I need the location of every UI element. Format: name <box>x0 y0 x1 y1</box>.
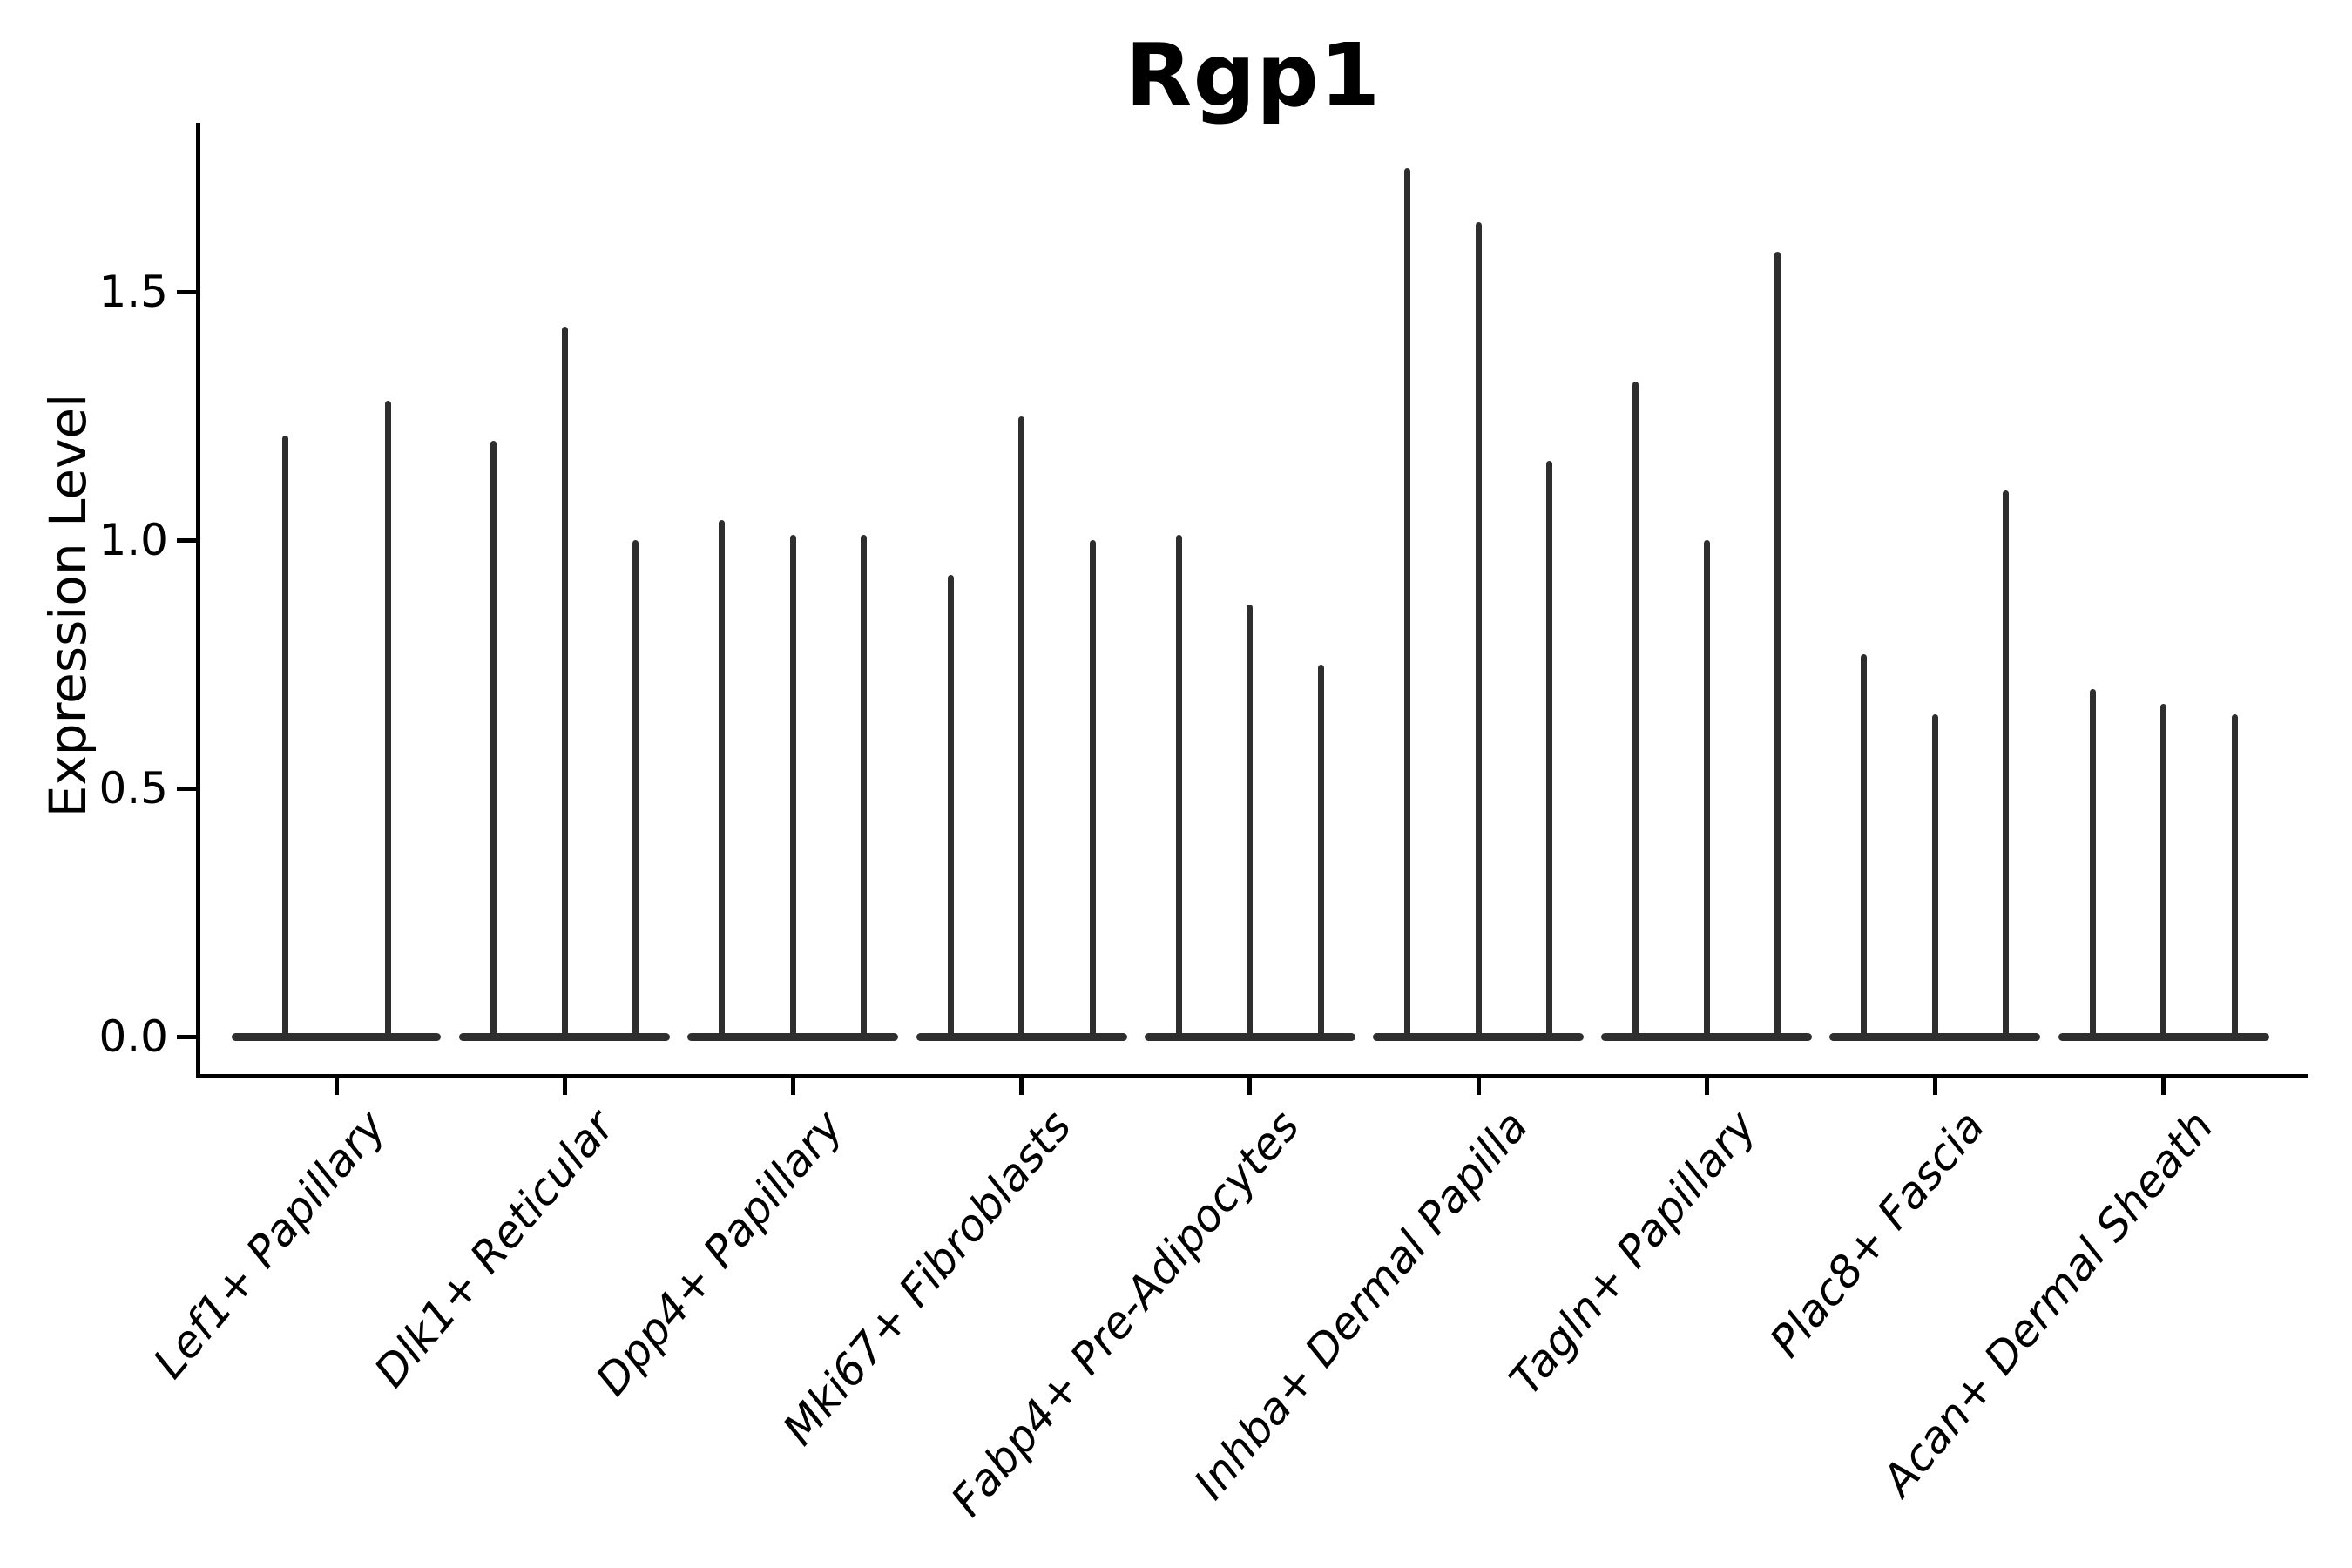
x-axis-tick <box>562 1074 567 1095</box>
y-axis-tick-label: 1.0 <box>98 515 168 565</box>
y-axis-tick-label: 0.5 <box>98 763 168 814</box>
violin-spike <box>1546 460 1552 1039</box>
violin-spike <box>1931 713 1938 1039</box>
violin-spike <box>1632 381 1639 1039</box>
violin-spike <box>1317 664 1324 1039</box>
violin-spike <box>1089 540 1096 1039</box>
y-axis-tick-label: 0.0 <box>98 1011 168 1062</box>
violin-spike <box>1861 654 1868 1039</box>
x-axis-tick <box>1019 1074 1024 1095</box>
violin-spike <box>632 540 639 1039</box>
violin-spike <box>2160 704 2167 1039</box>
violin-spike <box>1247 605 1254 1039</box>
y-axis-tick <box>177 289 198 294</box>
violin-baseline <box>232 1032 441 1041</box>
x-axis-tick <box>1247 1074 1253 1095</box>
violin-spike <box>861 535 868 1039</box>
violin-spike <box>947 574 954 1039</box>
violin-spike <box>490 441 497 1039</box>
violin-spike <box>2089 689 2096 1039</box>
x-axis-tick <box>1704 1074 1709 1095</box>
plot-title: Rgp1 <box>1125 24 1382 126</box>
violin-spike <box>789 535 796 1039</box>
violin-spike <box>2003 490 2010 1039</box>
violin-spike <box>384 401 391 1039</box>
violin-spike <box>2231 713 2238 1039</box>
x-axis-spine <box>196 1074 2308 1078</box>
x-axis-tick <box>334 1074 339 1095</box>
x-axis-tick-label: Acan+ Dermal Sheath <box>1402 1101 2222 1505</box>
violin-spike <box>1404 167 1410 1039</box>
x-axis-tick <box>2161 1074 2166 1095</box>
violin-spike <box>1018 416 1025 1039</box>
y-axis-tick-label: 1.5 <box>98 267 168 317</box>
violin-spike <box>281 436 288 1039</box>
violin-spike <box>1703 540 1710 1039</box>
y-axis-spine <box>196 123 200 1078</box>
violin-spike <box>1475 222 1482 1039</box>
y-axis-tick <box>177 1034 198 1039</box>
violin-spike <box>719 520 726 1039</box>
violin-spike <box>1774 252 1781 1039</box>
violin-spike <box>1175 535 1182 1039</box>
violin-spike <box>561 326 568 1039</box>
y-axis-tick <box>177 537 198 543</box>
x-axis-tick <box>790 1074 795 1095</box>
y-axis-tick <box>177 786 198 791</box>
x-axis-tick <box>1476 1074 1481 1095</box>
x-axis-tick <box>1932 1074 1937 1095</box>
